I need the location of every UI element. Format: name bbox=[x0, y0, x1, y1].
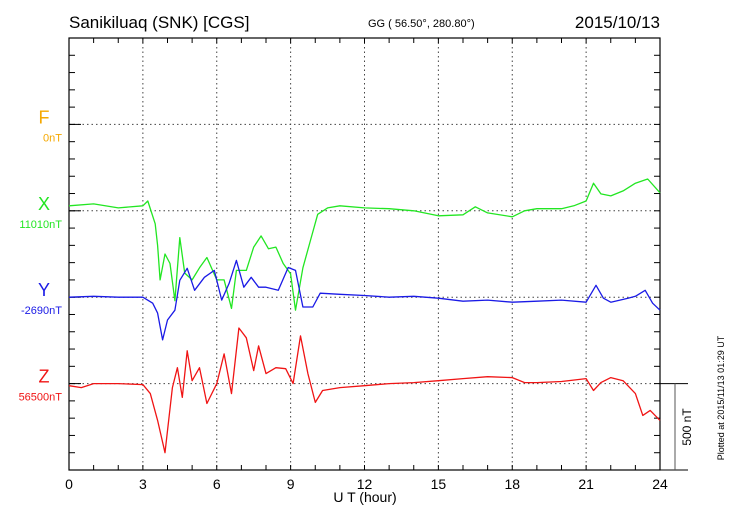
x-tick-label: 18 bbox=[504, 476, 520, 492]
x-tick-label: 9 bbox=[287, 476, 295, 492]
series-name-z: Z bbox=[39, 367, 50, 387]
series-name-x: X bbox=[38, 194, 50, 214]
scale-bar-label: 500 nT bbox=[680, 408, 694, 446]
chart-date: 2015/10/13 bbox=[575, 13, 660, 32]
x-tick-label: 21 bbox=[578, 476, 594, 492]
axes: 0 3 6 9 12 15 18 21 24 bbox=[65, 37, 668, 492]
series-baseline-x: 11010nT bbox=[19, 219, 62, 231]
chart-title: Sanikiluaq (SNK) [CGS] bbox=[69, 13, 249, 32]
scale-bar: 500 nT bbox=[660, 383, 694, 471]
x-tick-label: 24 bbox=[652, 476, 668, 492]
series-line-x bbox=[68, 178, 661, 311]
grid bbox=[69, 38, 660, 470]
series-name-f: F bbox=[39, 107, 50, 127]
x-tick-label: 12 bbox=[357, 476, 373, 492]
x-axis-label: U T (hour) bbox=[333, 489, 396, 505]
series-line-y bbox=[68, 259, 661, 341]
series-labels: F 0nT X 11010nT Y -2690nT Z 56500nT bbox=[19, 107, 63, 403]
series-line-z bbox=[68, 327, 661, 454]
series-baseline-f: 0nT bbox=[43, 132, 62, 144]
x-tick-label: 0 bbox=[65, 476, 73, 492]
series-group bbox=[68, 178, 661, 454]
series-baseline-z: 56500nT bbox=[19, 392, 63, 404]
chart-subtitle: GG ( 56.50°, 280.80°) bbox=[368, 18, 475, 30]
series-name-y: Y bbox=[38, 280, 50, 300]
plotted-note: Plotted at 2015/11/13 01:29 UT bbox=[716, 335, 726, 460]
x-tick-label: 15 bbox=[431, 476, 447, 492]
x-tick-label: 6 bbox=[213, 476, 221, 492]
x-tick-label: 3 bbox=[139, 476, 147, 492]
series-baseline-y: -2690nT bbox=[21, 305, 62, 317]
